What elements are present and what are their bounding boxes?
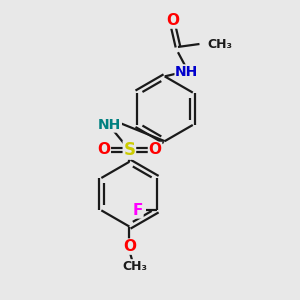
Text: CH₃: CH₃ <box>207 38 232 50</box>
Text: O: O <box>167 13 179 28</box>
Text: O: O <box>123 239 136 254</box>
Text: S: S <box>123 141 135 159</box>
Text: CH₃: CH₃ <box>123 260 148 273</box>
Text: O: O <box>97 142 110 158</box>
Text: O: O <box>148 142 161 158</box>
Text: F: F <box>133 203 143 218</box>
Text: NH: NH <box>98 118 121 132</box>
Text: NH: NH <box>175 65 198 79</box>
